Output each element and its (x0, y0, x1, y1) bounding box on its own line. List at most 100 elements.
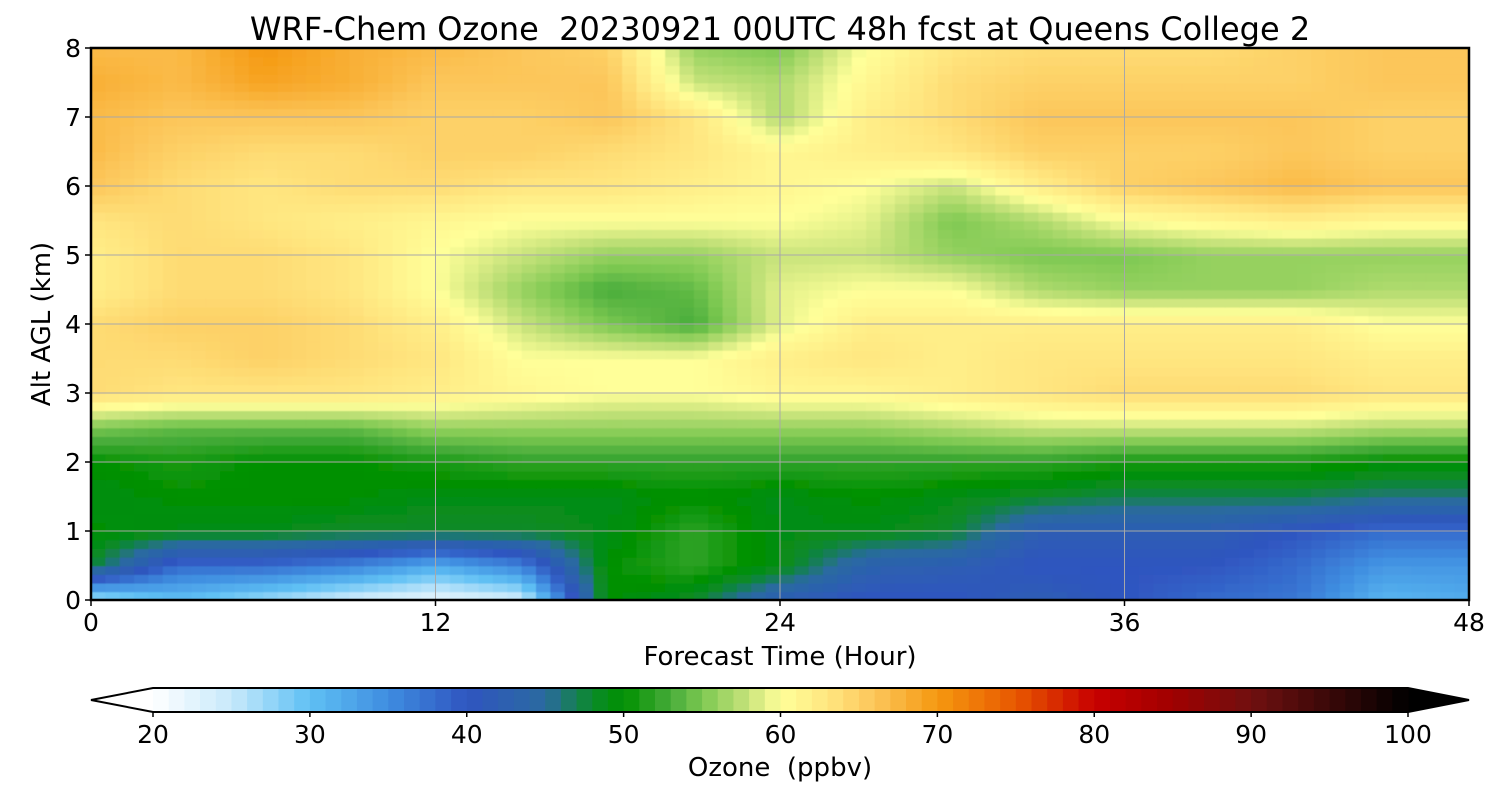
heat-cell (1425, 582, 1442, 593)
heat-cell (306, 453, 322, 463)
heat-cell (1339, 315, 1355, 325)
heat-cell (966, 453, 982, 463)
heat-cell (449, 444, 465, 455)
heat-cell (579, 462, 595, 472)
heat-cell (923, 367, 939, 377)
heat-cell (1009, 427, 1025, 437)
heat-cell (1224, 280, 1241, 291)
heat-cell (1038, 505, 1054, 515)
heat-cell (521, 255, 537, 265)
heat-cell (966, 298, 982, 308)
heat-cell (794, 289, 810, 299)
heat-cell (507, 255, 523, 265)
heat-cell (1425, 418, 1442, 429)
heat-cell (564, 496, 580, 506)
heat-cell (1196, 522, 1212, 532)
heat-cell (1153, 358, 1169, 368)
heat-cell (579, 298, 595, 308)
heat-cell (1124, 298, 1140, 308)
heat-cell (1440, 591, 1456, 600)
heat-cell (765, 444, 781, 455)
heat-cell (363, 306, 379, 317)
heat-cell (736, 306, 753, 317)
heat-cell (708, 444, 724, 455)
heat-cell (521, 565, 537, 575)
heat-cell (1282, 332, 1298, 343)
heat-cell (1253, 151, 1269, 161)
heat-cell (894, 375, 910, 386)
heat-cell (449, 168, 465, 179)
heat-cell (995, 298, 1011, 308)
heat-cell (306, 496, 322, 506)
heat-cell (736, 418, 753, 429)
heat-cell (1038, 246, 1054, 256)
heat-cell (220, 591, 236, 600)
heat-cell (851, 531, 867, 541)
heat-cell (191, 410, 207, 420)
heat-cell (837, 358, 853, 368)
heat-cell (177, 479, 193, 489)
heat-cell (406, 505, 422, 515)
heat-cell (1296, 462, 1312, 472)
heat-cell (579, 306, 595, 317)
heat-cell (866, 203, 882, 213)
heat-cell (435, 453, 451, 463)
heat-cell (1296, 177, 1312, 187)
heat-cell (148, 418, 164, 429)
heat-cell (507, 453, 523, 463)
heat-cell (1153, 444, 1169, 455)
heat-cell (464, 324, 480, 334)
heat-cell (1339, 496, 1355, 506)
heat-cell (91, 367, 107, 377)
heat-cell (1067, 384, 1083, 394)
heat-cell (1311, 186, 1327, 196)
heat-cell (708, 401, 724, 412)
heat-cell (837, 220, 853, 230)
heat-cell (1339, 479, 1355, 489)
heat-cell (335, 298, 351, 308)
heat-cell (665, 177, 681, 187)
heat-cell (492, 444, 509, 455)
heat-cell (191, 574, 207, 584)
heat-cell (1296, 513, 1312, 524)
heat-cell (205, 496, 221, 506)
heat-cell (909, 453, 925, 463)
heat-cell (765, 513, 781, 524)
heat-cell (535, 487, 552, 498)
heat-cell (148, 306, 164, 317)
heat-cell (535, 427, 552, 437)
heat-cell (1368, 211, 1384, 222)
heat-cell (277, 444, 293, 455)
heat-cell (1181, 496, 1198, 506)
heat-cell (650, 487, 666, 498)
heat-cell (162, 487, 178, 498)
heat-cell (1167, 298, 1183, 308)
heat-cell (1382, 289, 1399, 299)
heat-cell (1368, 470, 1384, 481)
heat-cell (349, 505, 365, 515)
heat-cell (722, 582, 738, 593)
heat-cell (1382, 341, 1399, 351)
heat-cell (478, 272, 494, 282)
heat-cell (780, 349, 796, 360)
heat-cell (995, 186, 1011, 196)
heat-cell (363, 194, 379, 205)
heat-cell (119, 177, 135, 187)
heat-cell (1167, 367, 1183, 377)
heat-cell (980, 237, 997, 248)
heat-cell (205, 151, 221, 161)
heat-cell (248, 453, 265, 463)
heat-cell (1210, 168, 1226, 179)
heat-cell (263, 393, 279, 403)
heat-cell (263, 565, 279, 575)
heat-cell (679, 324, 695, 334)
heat-cell (1224, 582, 1241, 593)
heat-cell (780, 582, 796, 593)
heat-cell (1311, 384, 1327, 394)
heat-cell (894, 211, 910, 222)
heat-cell (995, 539, 1011, 550)
heat-cell (693, 289, 710, 299)
heat-cell (1382, 496, 1399, 506)
heat-cell (1354, 332, 1370, 343)
heat-cell (1095, 349, 1111, 360)
